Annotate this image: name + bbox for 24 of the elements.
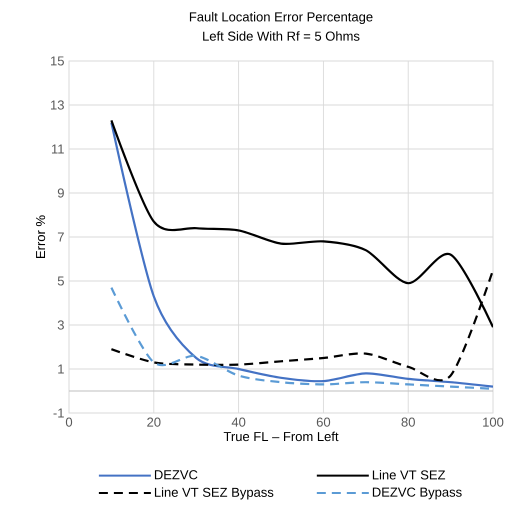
chart-subtitle: Left Side With Rf = 5 Ohms xyxy=(203,31,360,41)
x-tick-label: 60 xyxy=(316,418,330,427)
x-tick-label: 20 xyxy=(147,418,161,427)
line-series xyxy=(110,121,494,388)
y-tick-label: 11 xyxy=(52,144,64,154)
legend-label: Line VT SEZ Bypass xyxy=(154,487,274,500)
y-tick-label: 13 xyxy=(50,100,64,110)
y-tick-label: 5 xyxy=(58,276,64,286)
legend-label: Line VT SEZ xyxy=(372,470,446,480)
x-tick-label: 80 xyxy=(402,418,415,427)
y-tick-label: 3 xyxy=(58,320,64,330)
y-tick-label: 9 xyxy=(58,188,64,198)
x-tick-label: 40 xyxy=(232,418,246,427)
legend-label: DEZVC Bypass xyxy=(372,488,462,500)
x-tick-label: 100 xyxy=(483,418,504,427)
y-tick-label: 7 xyxy=(58,232,64,242)
x-axis-title: True FL – From Left xyxy=(224,432,338,442)
y-tick-label: -1 xyxy=(53,408,64,418)
y-tick-label: 15 xyxy=(50,56,64,66)
x-tick-label: 0 xyxy=(66,418,72,427)
chart-title: Fault Location Error Percentage xyxy=(190,12,373,24)
legend-label: DEZVC xyxy=(154,470,198,480)
y-tick-label: 1 xyxy=(58,364,64,374)
y-axis-title: Error % xyxy=(36,215,46,258)
